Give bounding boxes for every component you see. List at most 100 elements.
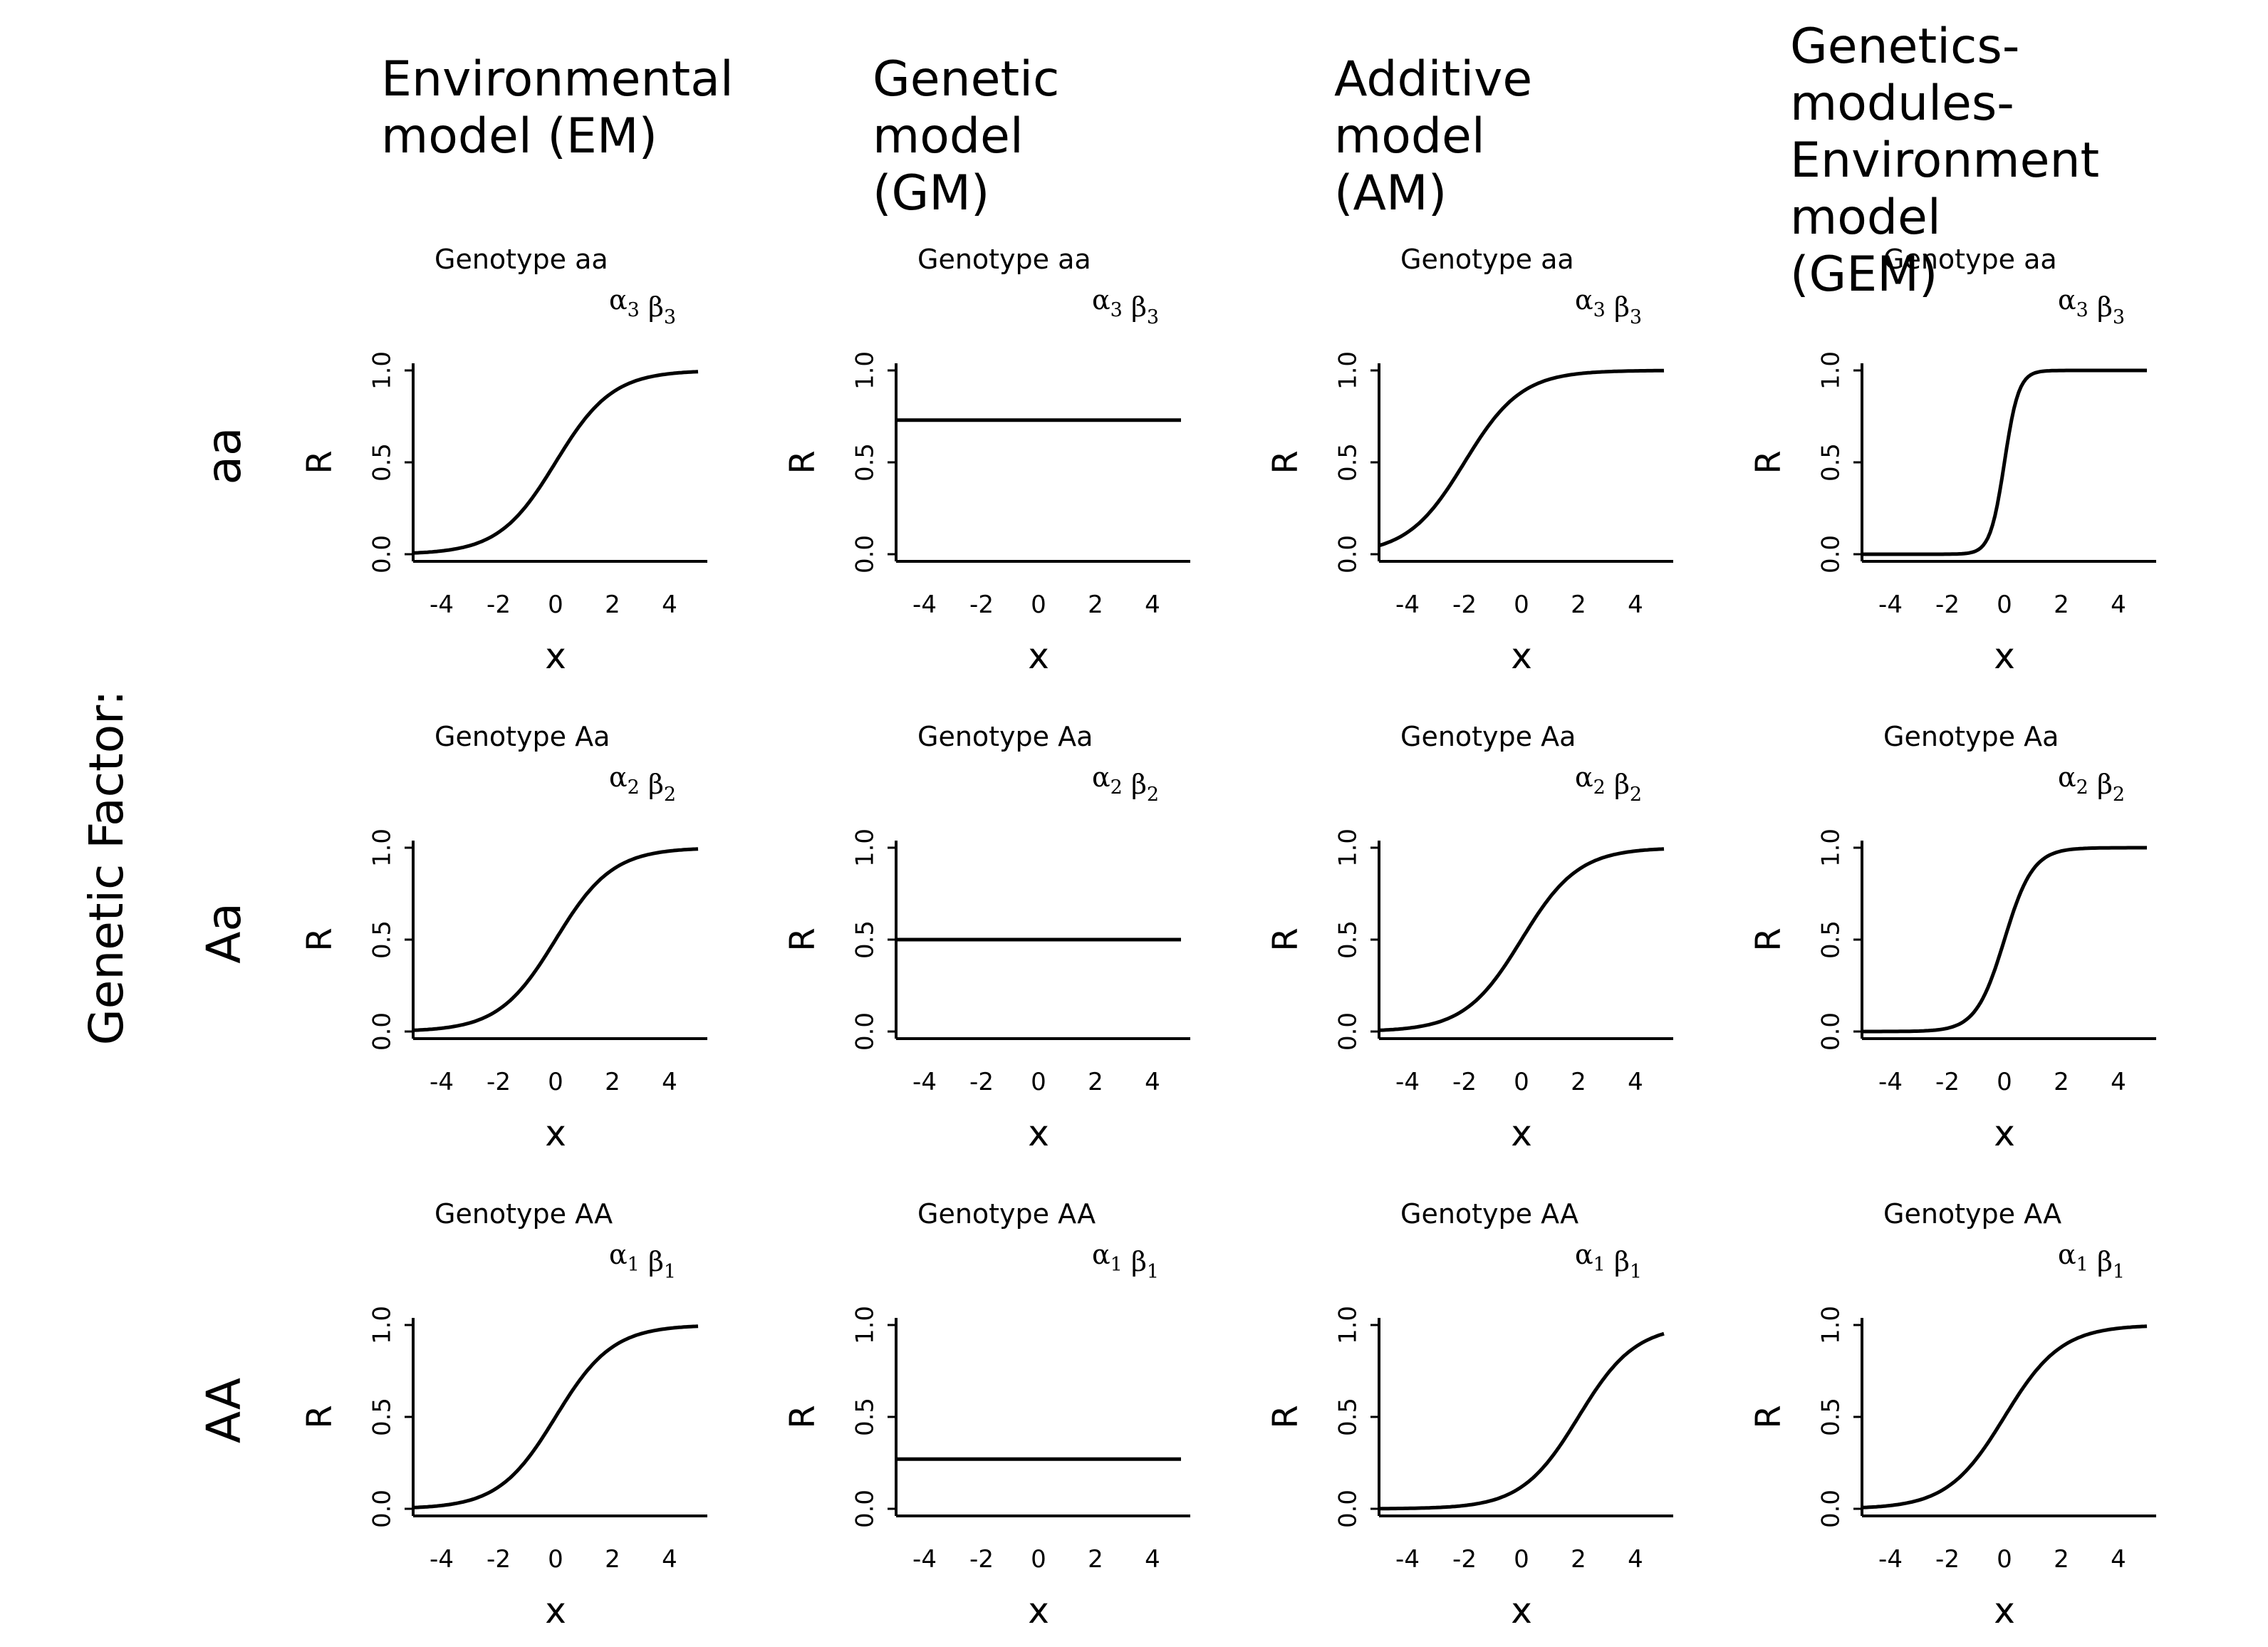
x-tick-label: -4 — [430, 591, 454, 619]
panel-title: Genotype AA — [435, 1198, 613, 1230]
y-axis-label: R — [783, 928, 823, 951]
y-tick-label: 0.0 — [1334, 1490, 1363, 1528]
x-axis-label: x — [1028, 1590, 1049, 1631]
x-tick-label: 2 — [2054, 1545, 2069, 1574]
y-axis-label: R — [300, 450, 340, 474]
x-tick-label: -4 — [1395, 591, 1420, 619]
x-tick-label: -4 — [430, 1068, 454, 1096]
y-tick-label: 0.5 — [851, 920, 880, 959]
x-tick-label: 0 — [1031, 1545, 1046, 1574]
y-axis-label: R — [1266, 928, 1306, 951]
x-tick-label: 0 — [1031, 591, 1046, 619]
x-tick-label: 2 — [2054, 1068, 2069, 1096]
x-axis-label: x — [545, 1590, 566, 1631]
panel-title: Genotype aa — [1883, 244, 2057, 275]
series-line — [1861, 1324, 2148, 1510]
y-tick-label: 1.0 — [1817, 828, 1846, 867]
column-title-gem: Genetics-modules- Environment model (GEM… — [1790, 19, 2100, 303]
y-axis-label: R — [783, 450, 823, 474]
x-axis-label: x — [1994, 1590, 2015, 1631]
x-axis-label: x — [1028, 635, 1049, 677]
x-tick-label: -2 — [969, 1068, 994, 1096]
panel-em-AA: Genotype AA α1 β1 0.0 0.5 1.0 R -4 -2 0 2 4 x — [300, 1198, 707, 1631]
panel-annotation: α2 β2 — [1575, 762, 1642, 806]
x-tick-label: -4 — [912, 1545, 937, 1574]
x-axis-label: x — [1511, 635, 1532, 677]
panel-title: Genotype aa — [435, 244, 608, 275]
y-axis-label: R — [300, 928, 340, 951]
y-tick-label: 1.0 — [368, 1306, 397, 1344]
x-tick-label: 4 — [662, 1545, 677, 1574]
x-tick-label: 0 — [1997, 1068, 2012, 1096]
y-tick-label: 0.0 — [368, 535, 397, 573]
y-tick-label: 0.5 — [1334, 1398, 1363, 1436]
x-tick-label: -4 — [912, 1068, 937, 1096]
panel-annotation: α1 β1 — [609, 1239, 676, 1283]
panel-annotation: α3 β3 — [1575, 284, 1642, 328]
x-tick-label: -2 — [969, 591, 994, 619]
x-tick-label: -4 — [1395, 1068, 1420, 1096]
y-axis-label: R — [1266, 450, 1306, 474]
y-tick-label: 0.0 — [368, 1012, 397, 1051]
x-tick-label: -2 — [1452, 591, 1477, 619]
x-tick-label: -2 — [487, 591, 511, 619]
x-tick-label: 0 — [1514, 1068, 1529, 1096]
panel-gm-Aa: Genotype Aa α2 β2 0.0 0.5 1.0 R -4 -2 0 2 4 x — [783, 721, 1190, 1154]
x-tick-label: -4 — [1878, 1068, 1903, 1096]
x-tick-label: -2 — [969, 1545, 994, 1574]
x-tick-label: 4 — [2111, 1068, 2126, 1096]
x-tick-label: 2 — [1088, 1545, 1103, 1574]
x-tick-label: 4 — [662, 1068, 677, 1096]
x-tick-label: 0 — [1514, 1545, 1529, 1574]
x-tick-label: 2 — [2054, 591, 2069, 619]
x-tick-label: 4 — [2111, 1545, 2126, 1574]
x-tick-label: -2 — [1935, 1545, 1960, 1574]
y-tick-label: 0.0 — [1334, 1012, 1363, 1051]
x-axis-label: x — [545, 1113, 566, 1154]
x-tick-label: 2 — [1088, 591, 1103, 619]
panel-am-Aa: Genotype Aa α2 β2 0.0 0.5 1.0 R -4 -2 0 2 4 x — [1266, 721, 1673, 1154]
x-tick-label: 4 — [1145, 1068, 1160, 1096]
panel-title: Genotype Aa — [435, 721, 610, 752]
x-tick-label: -4 — [1878, 591, 1903, 619]
x-tick-label: 0 — [1514, 591, 1529, 619]
y-tick-label: 0.0 — [851, 1490, 880, 1528]
x-tick-label: -2 — [1452, 1545, 1477, 1574]
y-tick-label: 1.0 — [851, 828, 880, 867]
panel-annotation: α2 β2 — [609, 762, 676, 806]
x-tick-label: 0 — [548, 1068, 563, 1096]
x-tick-label: 4 — [1628, 1545, 1643, 1574]
y-axis-label: R — [300, 1405, 340, 1428]
x-axis-label: x — [1511, 1590, 1532, 1631]
y-tick-label: 1.0 — [1817, 351, 1846, 390]
panel-title: Genotype Aa — [917, 721, 1093, 752]
y-tick-label: 1.0 — [1817, 1306, 1846, 1344]
y-axis-label: R — [1266, 1405, 1306, 1428]
x-tick-label: 4 — [1145, 591, 1160, 619]
y-axis-label: R — [1749, 450, 1789, 474]
x-tick-label: 4 — [662, 591, 677, 619]
x-tick-label: 2 — [605, 1545, 620, 1574]
x-axis-label: x — [1511, 1113, 1532, 1154]
x-tick-label: -2 — [1935, 1068, 1960, 1096]
x-tick-label: -2 — [1935, 591, 1960, 619]
panel-annotation: α3 β3 — [2058, 284, 2125, 328]
series-line — [1862, 846, 2147, 1034]
x-tick-label: 4 — [1628, 591, 1643, 619]
panel-am-AA: Genotype AA α1 β1 0.0 0.5 1.0 R -4 -2 0 2 4 x — [1266, 1198, 1673, 1631]
y-tick-label: 0.5 — [368, 1398, 397, 1436]
panel-title: Genotype aa — [917, 244, 1091, 275]
x-tick-label: -2 — [1452, 1068, 1477, 1096]
y-tick-label: 0.5 — [1817, 1398, 1846, 1436]
x-tick-label: 0 — [1997, 1545, 2012, 1574]
panel-annotation: α3 β3 — [609, 284, 676, 328]
y-tick-label: 0.5 — [851, 443, 880, 482]
x-tick-label: 0 — [1031, 1068, 1046, 1096]
panel-gm-AA: Genotype AA α1 β1 0.0 0.5 1.0 R -4 -2 0 2 4 x — [783, 1198, 1190, 1631]
series-line — [1378, 368, 1665, 548]
x-tick-label: -4 — [430, 1545, 454, 1574]
y-tick-label: 0.0 — [368, 1490, 397, 1528]
x-tick-label: -2 — [487, 1068, 511, 1096]
